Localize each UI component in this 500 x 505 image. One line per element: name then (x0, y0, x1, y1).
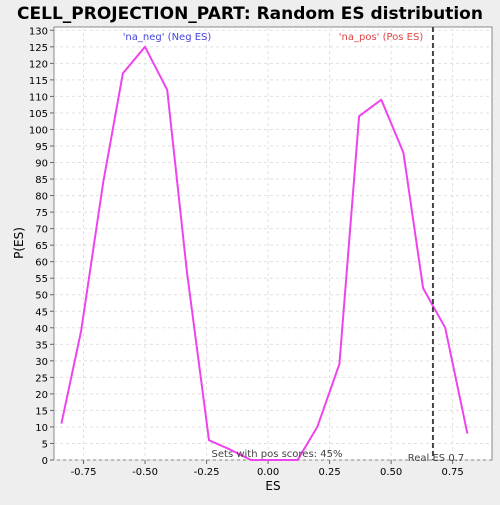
plot-area (53, 26, 493, 461)
y-tick-label: 0 (42, 456, 48, 467)
pos-series-label: 'na_pos' (Pos ES) (339, 32, 424, 43)
y-tick-label: 65 (35, 241, 48, 252)
series-line (60, 45, 469, 461)
y-tick-label: 30 (35, 357, 48, 368)
y-tick-label: 70 (35, 225, 48, 236)
y-axis-label: P(ES) (12, 227, 26, 259)
x-tick-label: 0.50 (380, 467, 402, 478)
y-tick-label: 125 (29, 43, 48, 54)
x-tick-label: 0.25 (318, 467, 340, 478)
x-axis-label: ES (265, 479, 280, 493)
x-tick-label: -0.25 (194, 467, 220, 478)
y-tick-label: 130 (29, 26, 48, 37)
x-tick-label: -0.75 (71, 467, 97, 478)
y-tick-label: 5 (42, 439, 48, 450)
x-axis: -0.75 -0.50 -0.25 0.00 0.25 0.50 0.75 (71, 460, 464, 478)
grid (54, 27, 492, 461)
y-tick-label: 55 (35, 274, 48, 285)
x-tick-label: 0.00 (257, 467, 279, 478)
y-tick-label: 10 (35, 423, 48, 434)
y-tick-label: 50 (35, 291, 48, 302)
chart-title: CELL_PROJECTION_PART: Random ES distribu… (17, 4, 483, 24)
y-tick-label: 100 (29, 125, 48, 136)
series-layer (60, 45, 469, 461)
y-tick-label: 120 (29, 59, 48, 70)
y-tick-label: 40 (35, 324, 48, 335)
y-tick-label: 115 (29, 76, 48, 87)
y-tick-label: 90 (35, 159, 48, 170)
y-tick-label: 20 (35, 390, 48, 401)
x-tick-label: -0.50 (132, 467, 158, 478)
y-tick-label: 35 (35, 340, 48, 351)
y-axis: 0 5 10 15 20 25 30 35 40 45 50 55 60 65 70 75 80 85 90 95 10… (29, 26, 54, 467)
y-tick-label: 85 (35, 175, 48, 186)
real-es-label: Real ES 0.7 (408, 453, 464, 464)
y-tick-label: 95 (35, 142, 48, 153)
x-tick-label: 0.75 (441, 467, 463, 478)
y-tick-label: 60 (35, 258, 48, 269)
y-tick-label: 105 (29, 109, 48, 120)
y-tick-label: 110 (29, 92, 48, 103)
y-tick-label: 45 (35, 307, 48, 318)
neg-series-label: 'na_neg' (Neg ES) (123, 32, 212, 43)
y-tick-label: 15 (35, 406, 48, 417)
sets-pos-scores-note: Sets with pos scores: 45% (212, 449, 343, 460)
y-tick-label: 75 (35, 208, 48, 219)
y-tick-label: 80 (35, 192, 48, 203)
y-tick-label: 25 (35, 373, 48, 384)
